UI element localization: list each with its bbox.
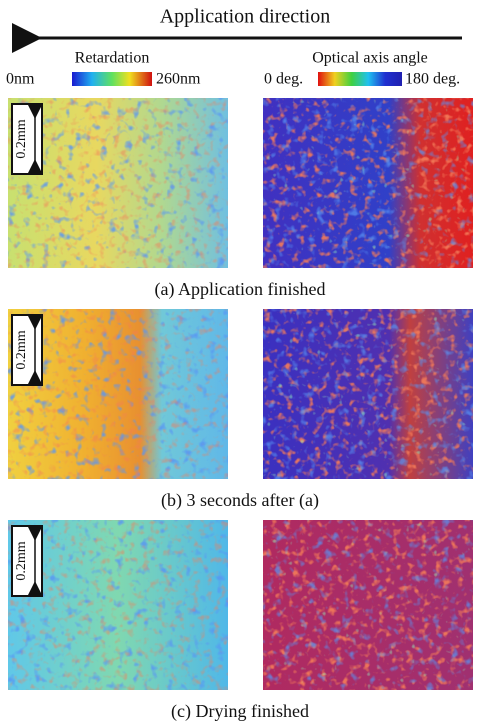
map-noise: [263, 520, 473, 690]
legend-label: Optical axis angle: [312, 50, 428, 67]
legend-label: Retardation: [75, 50, 150, 67]
map-noise: [8, 520, 228, 690]
scale-label: 0.2mm: [14, 330, 29, 369]
scale-label: 0.2mm: [14, 541, 29, 580]
legend-max: 260nm: [156, 71, 201, 88]
colorbar: [72, 72, 152, 86]
figure-title: Application direction: [160, 6, 331, 28]
map-noise: [8, 98, 228, 268]
scale-label: 0.2mm: [14, 119, 29, 158]
legend-max: 180 deg.: [405, 71, 460, 88]
panel-caption: (a) Application finished: [155, 279, 326, 300]
map-noise: [8, 309, 228, 479]
panel-caption: (c) Drying finished: [171, 701, 309, 722]
panel-caption: (b) 3 seconds after (a): [161, 490, 319, 511]
legend-min: 0 deg.: [264, 71, 303, 88]
legend-min: 0nm: [6, 71, 35, 88]
map-noise: [263, 309, 473, 479]
colorbar: [318, 72, 402, 86]
map-noise: [263, 98, 473, 268]
